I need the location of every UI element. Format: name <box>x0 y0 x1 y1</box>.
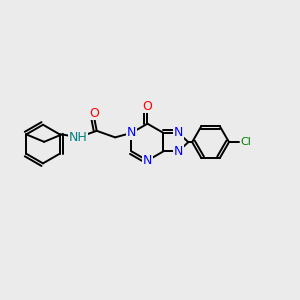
Text: NH: NH <box>69 131 88 144</box>
Text: N: N <box>143 154 152 167</box>
Text: Cl: Cl <box>241 137 251 147</box>
Text: N: N <box>174 126 183 140</box>
Text: N: N <box>127 126 136 140</box>
Text: O: O <box>142 100 152 113</box>
Text: N: N <box>174 145 183 158</box>
Text: O: O <box>89 107 99 120</box>
